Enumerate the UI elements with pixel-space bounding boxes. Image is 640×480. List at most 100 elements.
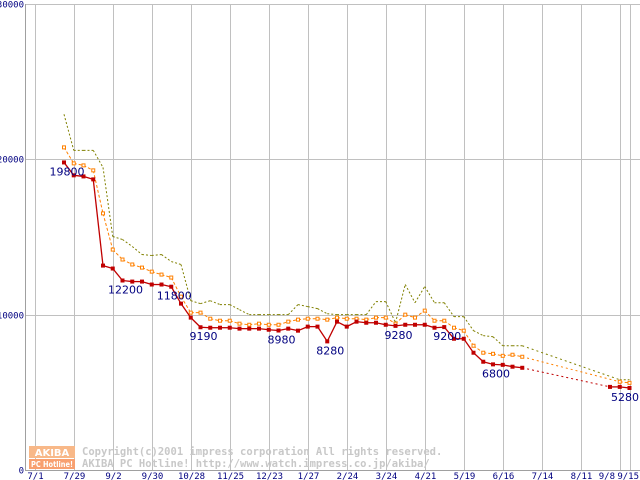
series-segment-min [326,321,338,342]
x-tick-label: 11/25 [217,472,244,480]
point-min [101,263,105,268]
series-segment-min [92,179,104,266]
point-min [120,278,125,283]
point-average [432,318,437,323]
point-average [286,319,291,324]
series-segment-average [463,330,474,347]
point-average [188,310,193,315]
data-label: 9280 [385,329,413,342]
series-segment-max [317,308,328,315]
point-min [481,359,486,364]
series-segment-max [171,261,182,265]
point-min [218,325,222,330]
point-average [101,211,105,216]
point-min [227,325,232,330]
point-average [159,272,164,277]
series-average [62,145,632,385]
series-segment-max [190,300,201,305]
point-average [422,308,427,313]
x-tick-label: 7/29 [64,472,86,480]
point-min [149,282,154,287]
point-average [520,354,525,359]
point-average [383,315,388,320]
data-label: 5280 [611,391,639,404]
point-average [140,265,144,270]
x-tick-label: 2/24 [337,472,359,480]
point-average [257,321,261,326]
series-segment-max [297,304,308,308]
point-min [71,173,76,178]
y-tick-label: 0 [19,467,24,477]
point-average [403,312,408,317]
point-min [422,322,427,327]
point-min [344,324,349,329]
x-tick-label: 12/23 [256,472,283,480]
point-average [325,317,330,322]
point-min [354,319,359,324]
watermark: AKIBA PC Hotline! Copyright(c)2001 impre… [29,446,442,470]
series-segment-average [180,296,192,313]
data-label: 8280 [316,344,344,357]
series-segment-max [141,254,152,256]
series-segment-max [365,301,377,315]
series-segment-max [287,304,299,316]
x-tick-label: 9/8 [599,472,615,480]
point-min [393,323,398,328]
series-segment-max [151,254,162,256]
point-min [296,328,300,333]
point-min [627,385,632,390]
series-segment-max [239,309,250,316]
point-average [169,275,174,280]
series-segment-max [424,286,435,303]
logo-top-box [29,446,75,458]
point-min [266,327,271,332]
data-label: 11800 [157,290,192,303]
series-segment-average [63,147,75,164]
series-segment-max [443,302,455,317]
point-min [140,279,144,284]
point-average [218,318,222,323]
point-min [237,326,242,331]
series-segment-min [63,162,75,176]
x-tick-label: 3/24 [376,472,398,480]
data-label: 19800 [50,165,85,178]
x-tick-label: 1/27 [298,472,320,480]
point-min [91,177,96,182]
logo-top-text: AKIBA [35,448,70,459]
series-segment-average [522,356,620,383]
point-min [432,325,437,330]
point-min [471,350,476,355]
point-min [520,365,525,370]
series-segment-max [492,336,504,347]
logo-bottom-box [29,459,75,469]
point-average [617,379,622,384]
point-min [364,320,369,325]
series-segment-max [483,335,494,338]
series-segment-max [63,114,75,151]
point-min [130,279,135,284]
point-average [315,316,320,321]
point-min [179,301,183,306]
series-segment-max [229,304,240,311]
x-tick-label: 7/1 [27,472,43,480]
data-label: 9200 [433,330,461,343]
point-average [442,318,447,323]
series-segment-max [200,300,211,305]
grid [25,4,640,470]
logo-bottom-text: PC Hotline! [31,460,73,469]
series-segment-max [327,313,338,316]
data-labels: 19800 12200 11800 9190 8980 8280 9280 9200 6800 5… [50,165,640,404]
x-tick-label: 6/16 [493,472,515,480]
x-tick-label: 7/14 [532,472,554,480]
y-tick-label: 20000 [0,156,24,166]
point-min [81,174,86,179]
series-segment-average [170,277,182,297]
point-average [627,380,632,385]
point-min [286,326,291,331]
x-tick-label: 8/11 [571,472,593,480]
y-tick-label: 30000 [0,1,24,11]
point-average [510,352,515,357]
series-segment-max [473,330,484,337]
